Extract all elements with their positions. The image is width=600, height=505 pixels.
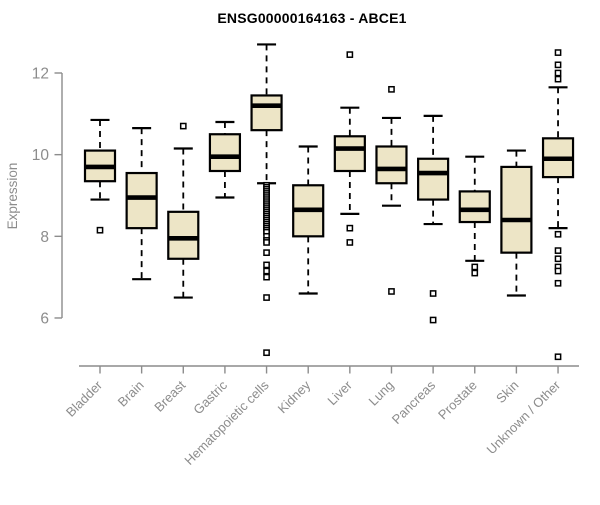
outlier-point	[263, 267, 270, 275]
outlier-point	[388, 288, 395, 295]
x-tick-label: Skin	[493, 378, 521, 406]
y-axis-title: Expression	[5, 163, 20, 230]
outlier-point	[346, 51, 354, 58]
outlier-point	[263, 349, 270, 357]
box-group-gastric: Gastric	[190, 120, 242, 417]
iqr-box	[208, 133, 242, 173]
outlier-point	[346, 224, 354, 232]
x-tick-label: Bladder	[63, 377, 106, 420]
box-group-bladder: Bladder	[63, 118, 117, 420]
x-tick-label: Pancreas	[389, 377, 439, 427]
outlier-point	[429, 290, 437, 297]
outlier-point	[471, 269, 479, 277]
y-tick-label: 12	[32, 66, 49, 83]
x-tick-label: Prostate	[435, 378, 480, 423]
outlier-point	[554, 247, 562, 254]
outlier-point	[554, 61, 562, 69]
outlier-point	[554, 267, 562, 275]
iqr-box	[333, 135, 366, 173]
outlier-point	[554, 75, 562, 83]
outlier-point	[554, 49, 562, 56]
outlier-point	[263, 239, 270, 246]
box-group-skin: Skin	[493, 149, 533, 406]
iqr-box	[417, 157, 450, 201]
outlier-point	[263, 273, 270, 281]
iqr-box	[167, 210, 200, 260]
outlier-point	[429, 316, 437, 324]
outlier-point	[554, 353, 562, 361]
y-tick-label: 8	[40, 229, 49, 246]
outlier-point	[263, 294, 270, 301]
outlier-point	[263, 249, 270, 257]
box-group-lung: Lung	[366, 85, 408, 409]
iqr-box	[125, 171, 158, 230]
x-tick-label: Lung	[366, 378, 397, 409]
box-group-kidney: Kidney	[275, 145, 325, 416]
outlier-point	[96, 226, 104, 234]
x-tick-label: Liver	[324, 377, 355, 408]
outlier-point	[346, 239, 354, 246]
outlier-point	[179, 122, 187, 130]
chart-title: ENSG00000164163 - ABCE1	[217, 10, 407, 26]
outlier-point	[388, 85, 395, 93]
outlier-point	[263, 261, 270, 269]
outlier-point	[554, 255, 562, 263]
y-tick-label: 10	[32, 147, 50, 164]
outlier-point	[554, 230, 562, 238]
x-tick-label: Gastric	[190, 377, 230, 417]
outlier-point	[554, 69, 562, 77]
box-group-brain: Brain	[115, 127, 158, 410]
x-tick-label: Kidney	[275, 377, 314, 416]
outlier-point	[554, 279, 562, 287]
iqr-box	[375, 145, 408, 185]
iqr-box	[458, 190, 491, 224]
outlier-point	[471, 263, 479, 271]
y-tick-label: 6	[40, 310, 49, 327]
x-tick-label: Brain	[115, 378, 147, 410]
box-group-breast: Breast	[151, 122, 200, 415]
box-group-liver: Liver	[324, 51, 366, 408]
x-tick-label: Breast	[151, 377, 188, 414]
iqr-box	[500, 165, 533, 254]
iqr-box	[250, 94, 283, 132]
x-tick-label: Unknown / Other	[484, 377, 564, 457]
